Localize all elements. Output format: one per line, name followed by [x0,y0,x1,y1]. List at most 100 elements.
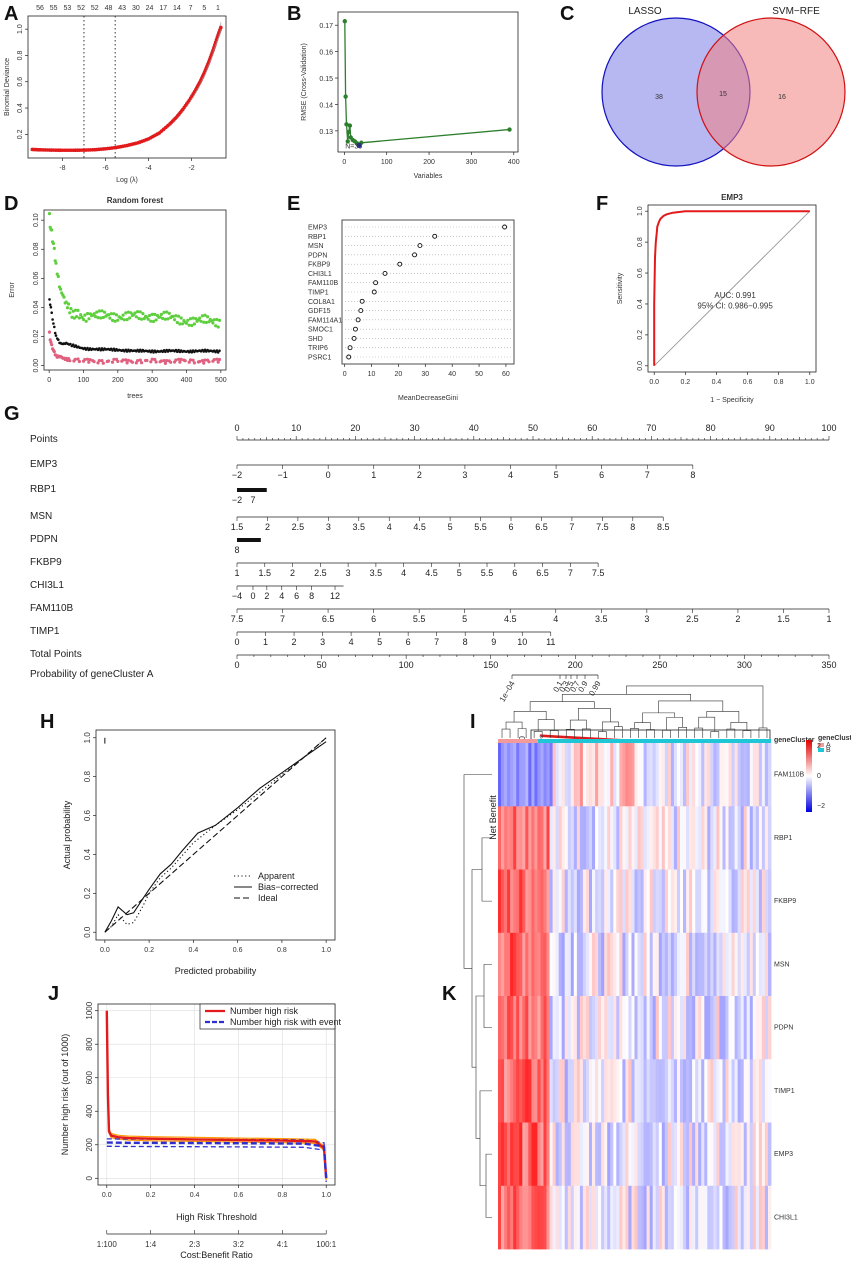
x-tick-label: 100 [78,377,90,384]
heatmap-cell [543,932,547,997]
error-point-OOB [54,334,58,337]
error-point-OOB [52,322,55,325]
heatmap-cell [576,932,581,997]
heatmap-cell [501,932,505,997]
error-point-class_A [77,316,81,320]
heatmap-cell [555,743,559,807]
legend-label: Ideal [258,893,278,903]
venn-intersection-count: 15 [719,91,727,98]
heatmap-cell [707,932,711,997]
heatmap-cell [716,1185,720,1250]
best-point [356,142,362,148]
gini-point [351,335,357,341]
heatmap-cell [686,1122,690,1187]
gene-label: GDF15 [308,308,331,315]
heatmap-row-label: CHI3L1 [774,1214,798,1221]
heatmap-cell [768,806,772,870]
gene-label: FAM114A1 [308,317,342,324]
heatmap-cell [607,996,611,1060]
axis-tick-label: 2 [417,470,422,480]
column-dendrogram-branch [730,721,748,731]
x-tick-label: 0.6 [234,1192,244,1199]
error-point-class_B [92,360,96,364]
heatmap-cell [716,1122,720,1187]
heatmap-cell [607,869,611,934]
heatmap-cell [740,1122,745,1187]
heatmap-cell [658,806,663,870]
heatmap-cell [695,1122,699,1187]
panel-letter-j: J [48,983,59,1005]
heatmap-cell [658,1185,663,1250]
heatmap-cell [737,743,741,807]
heatmap-cell [634,869,638,934]
heatmap-cell [613,806,617,870]
heatmap-cell [752,1185,757,1250]
heatmap-cell [689,806,693,870]
error-point-OOB [99,348,102,352]
heatmap-cell [631,1059,635,1123]
plot-frame [27,15,227,159]
heatmap-cell [570,1059,575,1123]
heatmap-cell [664,932,669,997]
axis-tick-label: 3 [346,568,351,578]
heatmap-cell [707,1059,711,1123]
heatmap-cell [725,806,729,870]
column-dendrogram-branch [505,721,523,730]
heatmap-cell [755,1122,760,1187]
heatmap-cell [601,743,605,807]
heatmap-cell [740,743,745,807]
heatmap-cell [528,743,532,807]
heatmap-cell [534,869,538,934]
error-point-class_A [50,228,54,232]
y-axis-label: RMSE (Cross-Validation) [301,43,308,121]
heatmap-cell [579,1185,584,1250]
heatmap-cell [695,996,699,1060]
heatmap-cell [546,932,550,997]
cost-benefit-tick-label: 1:4 [145,1240,157,1249]
y-tick-label: 0.04 [33,301,40,315]
column-dendrogram-branch [598,731,607,738]
heatmap-cell [567,1185,572,1250]
heatmap-cell [713,806,717,870]
heatmap-cell [761,932,766,997]
heatmap-cell [601,932,605,997]
heatmap-cell [607,743,611,807]
heatmap-cell [722,869,726,934]
heatmap-cell [579,996,584,1060]
legend-label: Apparent [258,871,295,881]
error-point-class_A [53,259,57,263]
heatmap-cell [731,932,735,997]
heatmap-cell [643,806,647,870]
points-tick-label: 60 [587,423,597,433]
heatmap-cell [561,743,566,807]
heatmap-cell [543,1059,547,1123]
error-point-class_A [101,315,105,320]
axis-tick-label: 2 [265,522,270,532]
heatmap-cell [616,743,620,807]
top-df-label: 5 [202,5,206,12]
heatmap-cell [746,932,751,997]
heatmap-cell [604,932,608,997]
gini-point [358,308,364,314]
heatmap-cell [558,869,563,934]
heatmap-cell [558,1122,563,1187]
heatmap-cell [561,869,566,934]
heatmap-cell [719,743,723,807]
error-point-class_A [52,246,56,250]
x-tick-label: 0 [342,159,346,166]
heatmap-cell [640,869,644,934]
heatmap-cell [598,996,602,1060]
axis-tick-label: 3.5 [595,614,608,624]
error-point-class_A [129,311,133,315]
heatmap-cell [768,1059,772,1123]
heatmap-cell [749,869,754,934]
error-point-class_A [87,317,91,321]
heatmap-cell [728,996,732,1060]
gene-label: RBP1 [308,234,326,241]
error-point-class_A [194,317,198,321]
heatmap-cell [567,869,572,934]
heatmap-cell [555,1059,559,1123]
heatmap-cell [764,1122,769,1187]
column-dendrogram-branch [726,728,736,738]
panel-k-heatmap: FAM110B RBP1 FKBP9 MSN PDPN TIMP1 EMP3 CHI3L1 ge… [463,685,851,1250]
